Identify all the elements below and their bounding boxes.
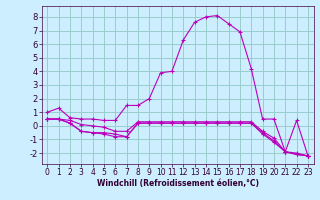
X-axis label: Windchill (Refroidissement éolien,°C): Windchill (Refroidissement éolien,°C) (97, 179, 259, 188)
